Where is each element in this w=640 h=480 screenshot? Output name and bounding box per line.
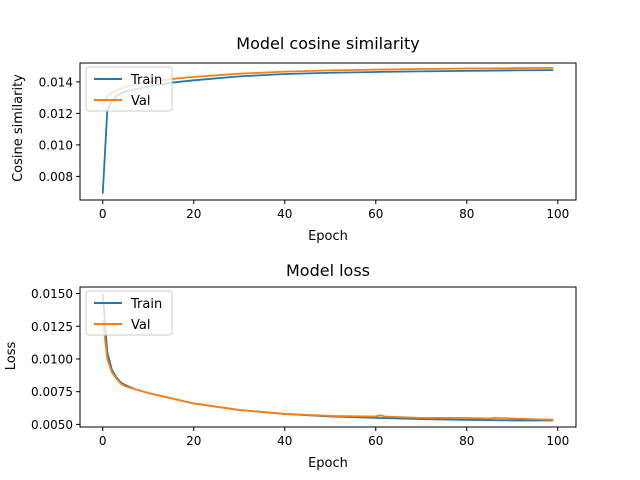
loss-chart: Model loss Epoch Loss 0 20 40 60 80 100 0.0050…: [4, 261, 577, 471]
y-tick-label: 0.0050: [31, 418, 73, 432]
x-tick-label: 60: [368, 207, 383, 221]
legend-label-train: Train: [130, 297, 162, 312]
y-tick-label: 0.012: [39, 107, 73, 121]
chart-title: Model cosine similarity: [236, 34, 419, 53]
x-tick-label: 100: [546, 207, 569, 221]
y-axis-label: Loss: [4, 342, 19, 371]
x-tick-label: 80: [459, 207, 474, 221]
y-axis-label: Cosine similarity: [11, 74, 26, 182]
x-axis-label: Epoch: [308, 229, 348, 244]
axes-frame: [79, 286, 577, 428]
y-tick-label: 0.0125: [31, 320, 73, 334]
y-tick-label: 0.014: [39, 75, 73, 89]
x-tick-label: 20: [186, 434, 201, 448]
x-tick-label: 80: [459, 434, 474, 448]
x-tick-label: 0: [99, 434, 107, 448]
y-tick-label: 0.0150: [31, 287, 73, 301]
series-line-val: [101, 319, 554, 421]
x-tick-label: 40: [277, 207, 292, 221]
y-tick-label: 0.010: [39, 138, 73, 152]
cosine-similarity-chart: Model cosine similarity Epoch Cosine sim…: [11, 34, 577, 244]
x-tick-label: 40: [277, 434, 292, 448]
legend-label-train: Train: [130, 73, 162, 88]
plot-area: 0 20 40 60 80 100 0.0050 0.0075 0.0100 0.0125 0.01…: [31, 286, 577, 448]
y-tick-label: 0.008: [39, 170, 73, 184]
x-tick-label: 20: [186, 207, 201, 221]
legend: Train Val: [85, 290, 173, 336]
legend: Train Val: [85, 66, 173, 112]
axes-frame: [79, 62, 577, 201]
legend-label-val: Val: [131, 318, 150, 333]
x-tick-label: 0: [99, 207, 107, 221]
plot-area: 0 20 40 60 80 100 0.008 0.010 0.012 0.014: [39, 62, 577, 221]
x-tick-label: 60: [368, 434, 383, 448]
y-tick-label: 0.0075: [31, 385, 73, 399]
x-tick-label: 100: [546, 434, 569, 448]
x-axis-label: Epoch: [308, 456, 348, 471]
chart-title: Model loss: [286, 261, 370, 280]
legend-label-val: Val: [131, 94, 150, 109]
y-tick-label: 0.0100: [31, 352, 73, 366]
